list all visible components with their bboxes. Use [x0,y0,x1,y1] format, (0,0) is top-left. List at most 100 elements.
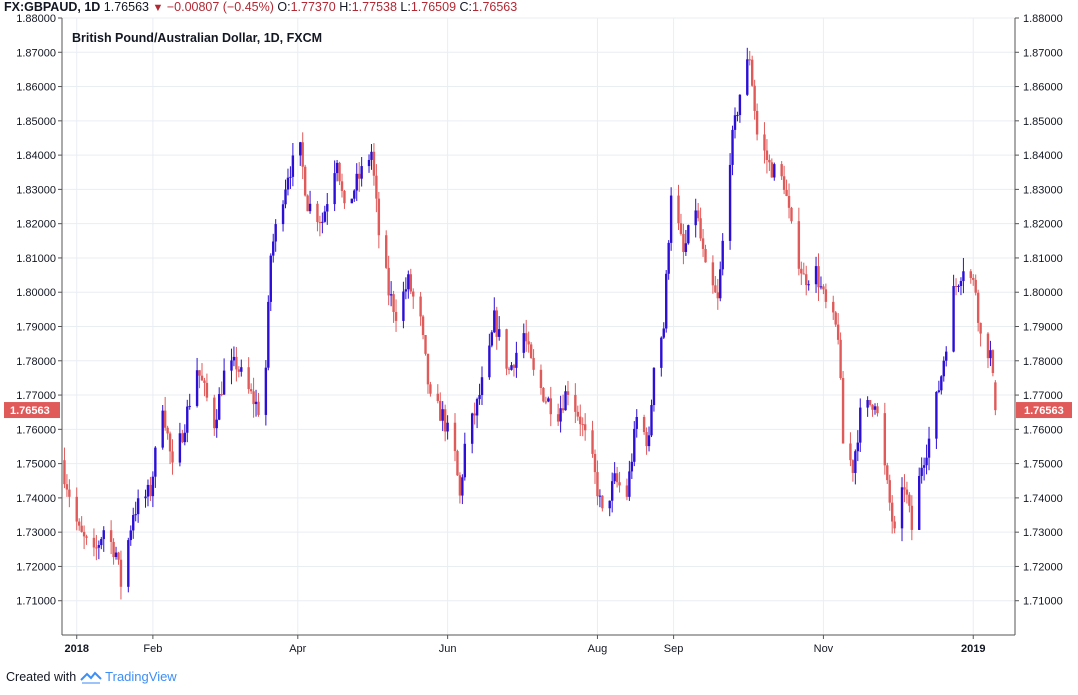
candle-body [222,370,226,395]
candle [566,380,570,406]
last-price: 1.76563 [103,0,149,14]
candle-body [252,391,255,405]
candle-body [461,477,464,496]
candle [237,366,241,378]
candle-body [439,400,442,421]
y-axis-right[interactable]: 1.71000 1.72000 1.73000 1.74000 1.75000 1.760… [1014,13,1063,635]
candle-body [650,405,653,436]
candle [976,289,980,332]
candle [890,495,894,534]
candle-body [989,350,992,359]
candle [316,201,319,232]
candle [711,255,715,294]
candle [922,457,926,481]
y-tick-label-right: 1.82000 [1023,219,1063,231]
triangle-down-icon: ▼ [152,2,164,14]
candle [547,396,550,403]
candle [633,421,636,467]
y-tick-label-right: 1.76000 [1023,424,1063,436]
candle-body [679,223,683,234]
candle-body [822,286,825,290]
candle-body [178,433,182,463]
y-tick-label-right: 1.74000 [1023,493,1063,505]
candle [669,187,673,251]
candle [308,190,312,214]
candle [601,495,604,512]
footer-attribution[interactable]: Created with TradingView [6,669,177,684]
candle [387,255,390,306]
y-tick-label-right: 1.84000 [1023,150,1063,162]
candle [407,270,410,299]
candle [203,377,206,397]
candle [630,453,634,479]
candle-body [893,521,896,529]
candle [991,349,995,377]
tradingview-cloud-icon [79,671,102,684]
price-change: −0.00807 (−0.45%) [166,0,274,14]
candle-body [171,451,174,463]
candle-body [935,391,938,439]
candle-body [281,204,285,225]
candle [886,462,889,484]
candle [232,346,236,367]
candle [134,501,137,522]
candle [215,409,218,438]
candle-body [372,151,376,176]
candle-body [581,424,584,426]
candle-body [421,316,425,336]
candle-body [289,176,292,178]
candle [817,253,820,301]
candle-body [716,292,720,299]
candle [579,404,582,437]
candle-body [699,218,702,239]
candle-body [677,195,680,224]
candle [119,550,123,600]
candle-body [443,409,447,432]
x-tick-label: Apr [289,643,306,655]
candle [235,346,238,382]
chart-title: British Pound/Australian Dollar, 1D, FXC… [72,31,322,45]
candle [763,122,766,164]
chart-legend-header: FX:GBPAUD, 1D 1.76563 ▼ −0.00807 (−0.45%… [4,0,517,16]
low-value: 1.76509 [410,0,457,14]
y-axis-left[interactable]: 1.71000 1.72000 1.73000 1.74000 1.75000 1.760… [16,13,63,635]
candle-body [446,422,449,432]
candle [377,191,381,249]
y-tick-label-right: 1.71000 [1023,596,1063,608]
candle [63,447,66,489]
x-tick-label: Aug [588,643,608,655]
candle [357,162,361,192]
candle [873,403,877,415]
candle [979,322,982,347]
candle-body [839,339,842,379]
y-tick-label-left: 1.78000 [16,356,56,368]
candle [694,198,697,238]
candle [527,331,530,353]
candle [181,429,184,444]
candle [409,268,412,295]
candle-body [876,406,879,414]
candle-body [166,427,169,434]
close-value: 1.76563 [472,0,518,14]
candle-body [488,345,491,378]
y-tick-label-right: 1.72000 [1023,561,1063,573]
candle-body [230,360,233,371]
candle [372,143,376,186]
tradingview-brand[interactable]: TradingView [105,669,177,684]
candle-body [318,222,322,224]
candle [525,319,528,352]
candle [419,291,422,326]
candle-body [68,489,71,497]
symbol-label[interactable]: FX:GBPAUD, 1D [4,0,101,14]
candlestick-chart[interactable]: 1.71000 1.72000 1.73000 1.74000 1.75000 1.760… [0,0,1078,665]
candle-body [213,397,216,429]
candle-body [962,271,965,282]
candle-body [832,301,835,313]
x-axis[interactable]: 2018 Feb Apr Jun Aug Sep Nov 2019 [62,634,1015,655]
candle-body [547,398,550,402]
candle-body [409,274,412,292]
candle [512,363,516,377]
candle-body [525,333,528,342]
candle [768,154,771,171]
y-tick-label-left: 1.88000 [16,13,56,25]
